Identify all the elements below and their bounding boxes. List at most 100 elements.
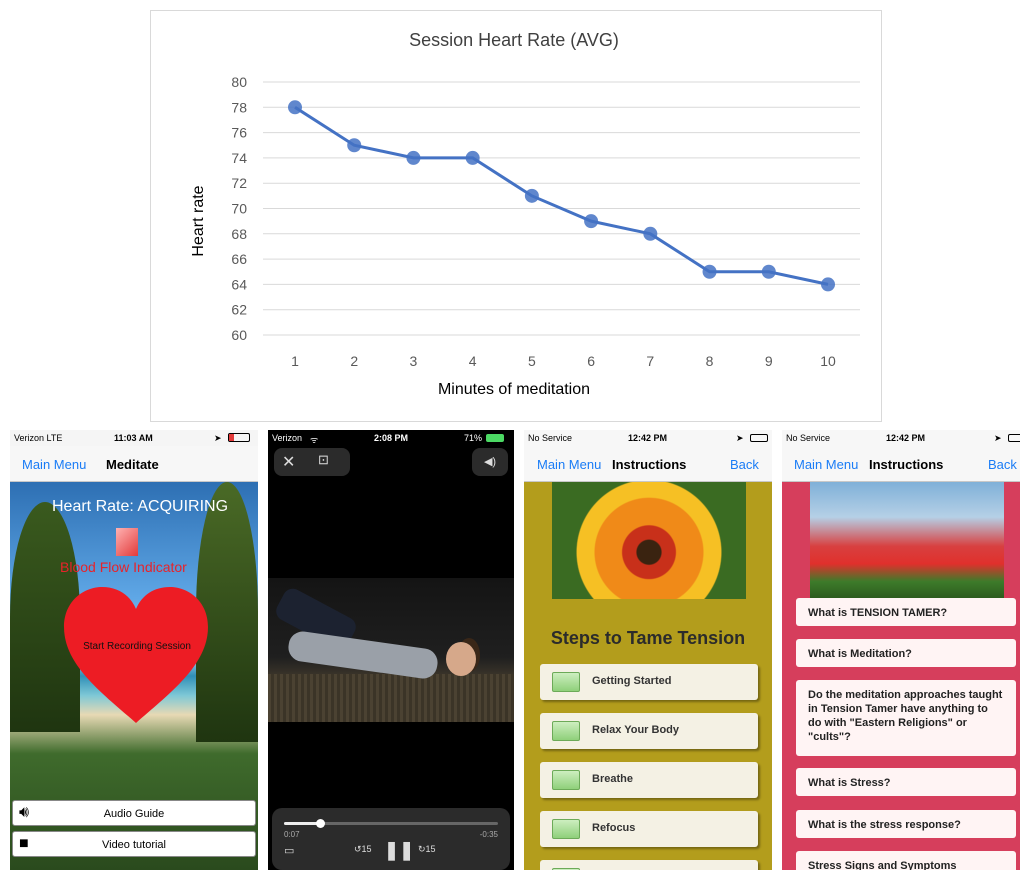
- back-link[interactable]: Back: [730, 457, 759, 472]
- faq-item[interactable]: What is Stress?: [796, 768, 1016, 796]
- navbar: Main Menu Meditate: [10, 446, 258, 482]
- step-button[interactable]: Getting Started: [540, 664, 758, 700]
- faq-item[interactable]: Stress Signs and Symptoms: [796, 851, 1016, 870]
- step-checkbox-icon: [552, 819, 580, 839]
- faq-item[interactable]: What is TENSION TAMER?: [796, 598, 1016, 626]
- y-tick-label: 76: [231, 125, 247, 141]
- airplay-icon[interactable]: ▭: [284, 845, 295, 857]
- step-button[interactable]: [540, 860, 758, 870]
- x-tick-label: 5: [528, 353, 536, 369]
- player-top-controls: ✕ ⊡: [274, 448, 350, 476]
- carrier: Verizon LTE: [14, 433, 63, 443]
- tulip-image: [810, 482, 1004, 599]
- step-button[interactable]: Refocus: [540, 811, 758, 847]
- y-tick-label: 68: [231, 226, 247, 242]
- step-button[interactable]: Breathe: [540, 762, 758, 798]
- step-button[interactable]: Relax Your Body: [540, 713, 758, 749]
- y-tick-label: 62: [231, 302, 247, 318]
- speaker-icon: 🔊︎: [19, 804, 30, 821]
- step-label: Breathe: [592, 773, 633, 785]
- data-point: [584, 214, 599, 229]
- step-label: Getting Started: [592, 675, 672, 687]
- y-tick-label: 74: [231, 150, 247, 166]
- main-menu-link[interactable]: Main Menu: [794, 457, 859, 472]
- start-recording-button[interactable]: Start Recording Session: [83, 641, 191, 652]
- status-bar: No Service 12:42 PM ➤: [782, 430, 1020, 446]
- remaining-time: -0:35: [479, 830, 498, 839]
- skip-back-label: 15: [361, 844, 372, 854]
- status-bar: Verizon LTE 11:03 AM ➤: [10, 430, 258, 446]
- faq-item[interactable]: Do the meditation approaches taught in T…: [796, 680, 1016, 756]
- volume-icon[interactable]: ◀︎): [472, 448, 508, 476]
- navbar: Main Menu Instructions Back: [782, 446, 1020, 482]
- clock: 2:08 PM: [374, 433, 409, 443]
- clock: 12:42 PM: [886, 433, 926, 443]
- progress-bar[interactable]: [284, 819, 498, 828]
- battery-icon: [750, 434, 768, 442]
- data-point: [761, 264, 776, 279]
- progress-fill: [284, 822, 321, 825]
- step-label: Refocus: [592, 822, 636, 834]
- carrier: No Service: [528, 433, 573, 443]
- back-link[interactable]: Back: [988, 457, 1017, 472]
- step-checkbox-icon: [552, 721, 580, 741]
- y-tick-label: 60: [231, 327, 247, 343]
- clock: 12:42 PM: [628, 433, 668, 443]
- skip-forward-icon[interactable]: ↻15: [418, 844, 436, 854]
- step-checkbox-icon: [552, 672, 580, 692]
- x-tick-label: 1: [291, 353, 299, 369]
- progress-knob[interactable]: [316, 819, 326, 828]
- floor-mat: [268, 674, 514, 722]
- phone-faq: No Service 12:42 PM ➤ Main Menu Instruct…: [782, 430, 1020, 870]
- data-point: [821, 277, 835, 292]
- y-tick-label: 64: [231, 276, 247, 292]
- battery-icon: [228, 433, 250, 442]
- skip-back-icon[interactable]: ↺15: [354, 844, 372, 854]
- step-checkbox-icon: [552, 868, 580, 870]
- phone-steps: No Service 12:42 PM ➤ Main Menu Instruct…: [524, 430, 772, 870]
- x-tick-label: 4: [469, 353, 477, 369]
- battery-percent: 71%: [464, 433, 483, 443]
- x-tick-label: 6: [587, 353, 595, 369]
- person-body: [286, 629, 440, 681]
- data-point: [524, 188, 539, 203]
- clock: 11:03 AM: [114, 433, 153, 443]
- audio-guide-button[interactable]: 🔊︎ Audio Guide: [12, 800, 256, 826]
- audio-guide-label: Audio Guide: [103, 808, 165, 820]
- main-menu-link[interactable]: Main Menu: [537, 457, 602, 472]
- steps-title: Steps to Tame Tension: [550, 628, 746, 648]
- nav-title: Instructions: [869, 457, 944, 472]
- video-camera-icon: ■: [19, 835, 29, 852]
- navbar: Main Menu Instructions Back: [524, 446, 772, 482]
- video-frame[interactable]: [268, 578, 514, 722]
- elapsed-time: 0:07: [284, 830, 300, 839]
- heart-rate-chart: Session Heart Rate (AVG) 60 62 64 66 68 70 72 7…: [150, 10, 882, 422]
- fullscreen-icon[interactable]: ⊡: [318, 452, 329, 467]
- palm-tree: [196, 482, 258, 742]
- x-tick-label: 2: [350, 353, 358, 369]
- skip-forward-label: 15: [425, 844, 436, 854]
- x-tick-label: 10: [820, 353, 836, 369]
- data-point: [465, 150, 480, 165]
- y-tick-label: 78: [231, 99, 247, 115]
- x-tick-label: 9: [765, 353, 773, 369]
- video-tutorial-button[interactable]: ■ Video tutorial: [12, 831, 256, 857]
- battery-icon: [486, 434, 504, 442]
- location-icon: ➤: [214, 433, 222, 443]
- blood-flow-swatch: [116, 528, 138, 556]
- heart-icon[interactable]: [62, 585, 210, 725]
- data-point: [347, 138, 362, 153]
- faq-item[interactable]: What is the stress response?: [796, 810, 1016, 838]
- phone-video-player: Verizon ᯤ 2:08 PM 71% ✕ ⊡ ◀︎) 0:07 -0:35…: [268, 430, 514, 870]
- pause-icon[interactable]: ❚❚: [384, 840, 415, 860]
- nav-title: Meditate: [106, 457, 159, 472]
- playback-controls: 0:07 -0:35 ▭ ↺15 ❚❚ ↻15: [272, 808, 510, 870]
- close-icon[interactable]: ✕: [282, 454, 296, 471]
- main-menu-link[interactable]: Main Menu: [22, 457, 87, 472]
- data-point: [702, 264, 717, 279]
- heart-rate-status: Heart Rate: ACQUIRING: [52, 498, 229, 515]
- faq-item[interactable]: What is Meditation?: [796, 639, 1016, 667]
- data-point: [288, 100, 302, 115]
- x-axis-label: Minutes of meditation: [438, 381, 590, 398]
- step-label: Relax Your Body: [592, 724, 680, 736]
